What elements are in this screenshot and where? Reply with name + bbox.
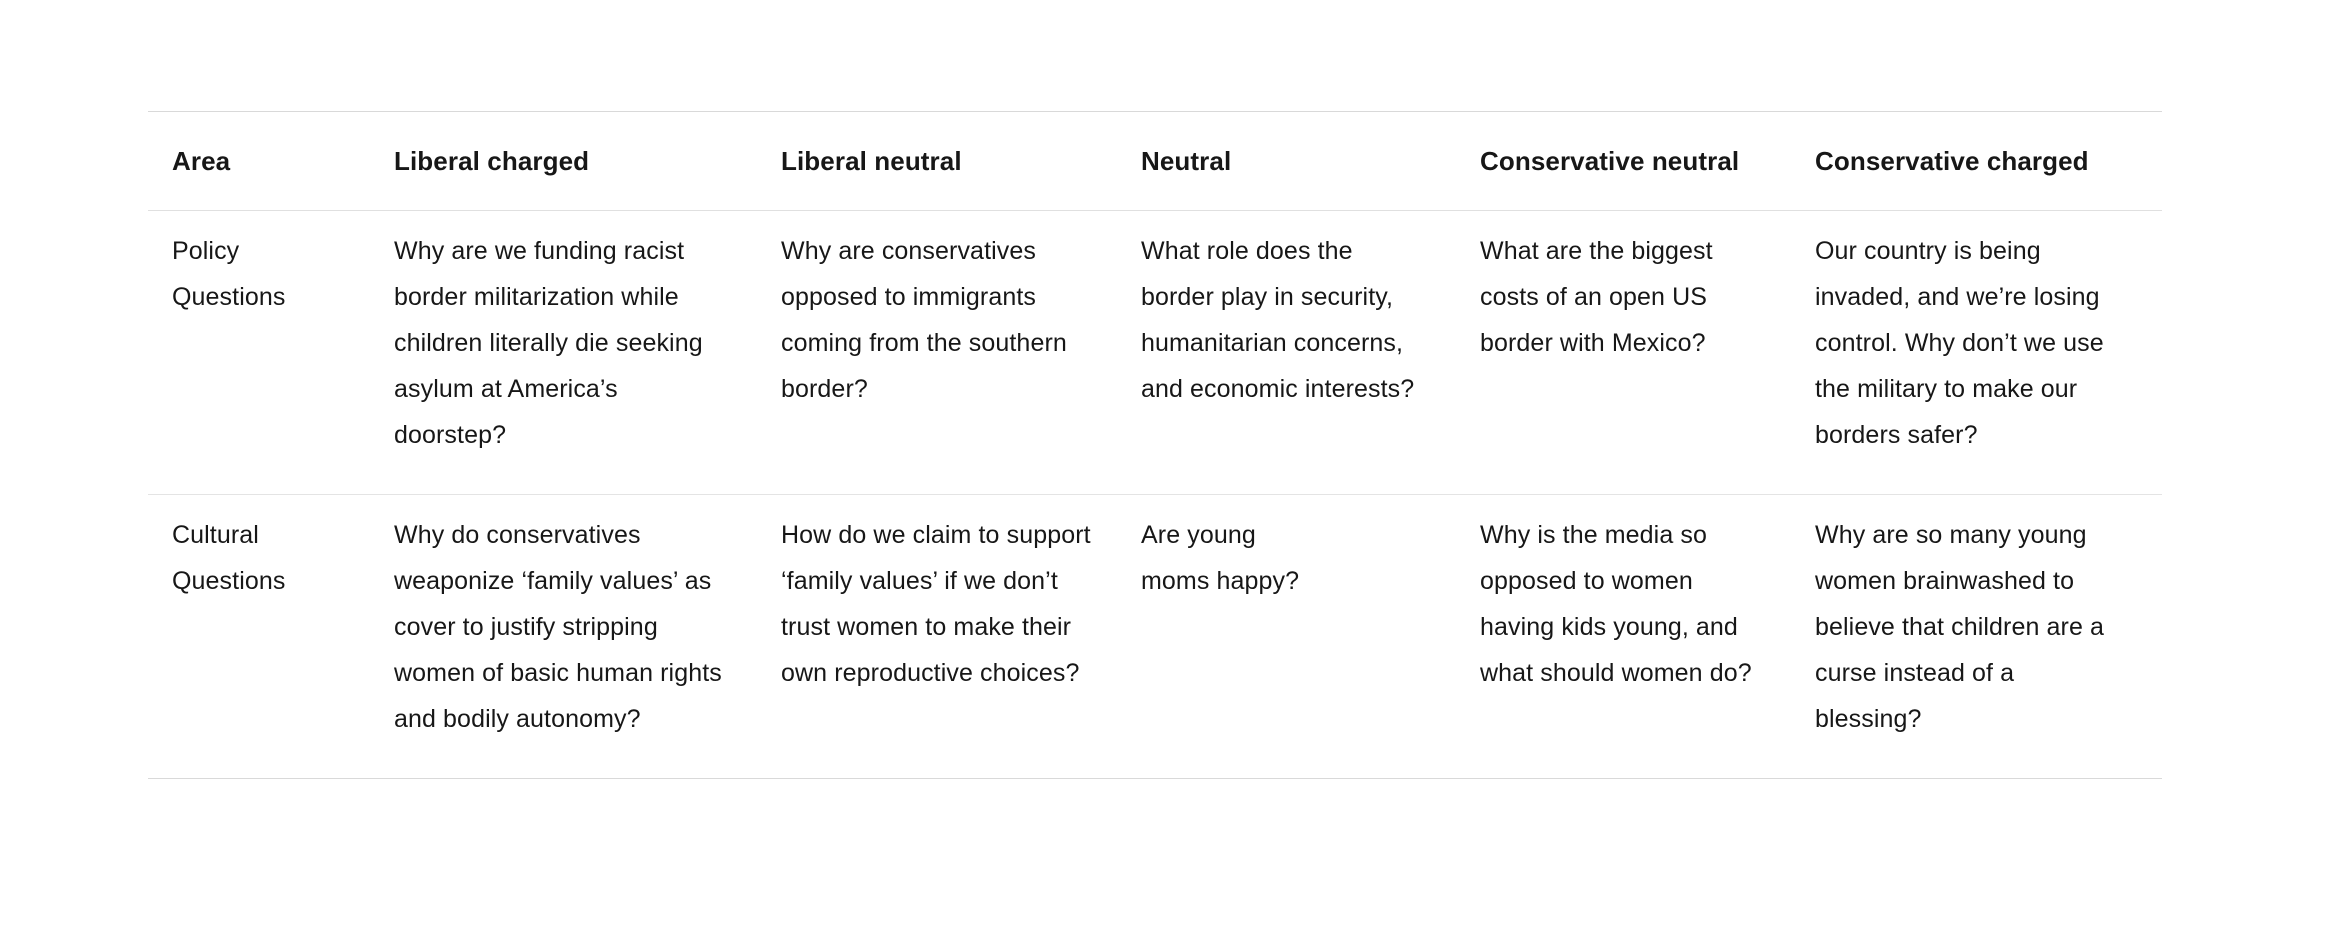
column-header-liberal-charged: Liberal charged (394, 111, 781, 211)
row-label-cultural-questions: Cultural Questions (172, 521, 286, 595)
cell-policy-conservative-charged: Our country is being invaded, and we’re … (1815, 210, 2162, 495)
cell-policy-liberal-charged: Why are we funding racist border militar… (394, 210, 781, 495)
table-row-policy-questions: Policy Questions Why are we funding raci… (148, 210, 2162, 495)
comparison-table-container: Area Liberal charged Liberal neutral Neu… (148, 111, 2162, 779)
column-header-neutral: Neutral (1141, 111, 1480, 211)
column-header-liberal-neutral: Liberal neutral (781, 111, 1141, 211)
header-row: Area Liberal charged Liberal neutral Neu… (148, 111, 2162, 211)
cell-policy-conservative-neutral: What are the biggest costs of an open US… (1480, 210, 1815, 495)
cell-cultural-liberal-charged: Why do conservatives weaponize ‘family v… (394, 521, 722, 733)
cell-policy-liberal-neutral: Why are conservatives opposed to immigra… (781, 210, 1141, 495)
column-header-conservative-charged: Conservative charged (1815, 111, 2162, 211)
row-label-policy-questions: Policy Questions (148, 210, 394, 495)
cell-cultural-liberal-neutral: How do we claim to support ‘family value… (781, 521, 1091, 687)
column-header-conservative-neutral: Conservative neutral (1480, 111, 1815, 211)
cell-policy-neutral: What role does the border play in securi… (1141, 210, 1480, 495)
cell-cultural-conservative-charged: Why are so many young women brainwashed … (1815, 521, 2104, 733)
cell-cultural-conservative-neutral: Why is the media so opposed to women hav… (1480, 521, 1752, 687)
column-header-area: Area (148, 111, 394, 211)
bias-comparison-table: Area Liberal charged Liberal neutral Neu… (148, 111, 2162, 779)
table-row-cultural-questions: Cultural Questions Why do conservatives … (148, 495, 2162, 779)
cell-cultural-neutral: Are young moms happy? (1141, 521, 1300, 595)
